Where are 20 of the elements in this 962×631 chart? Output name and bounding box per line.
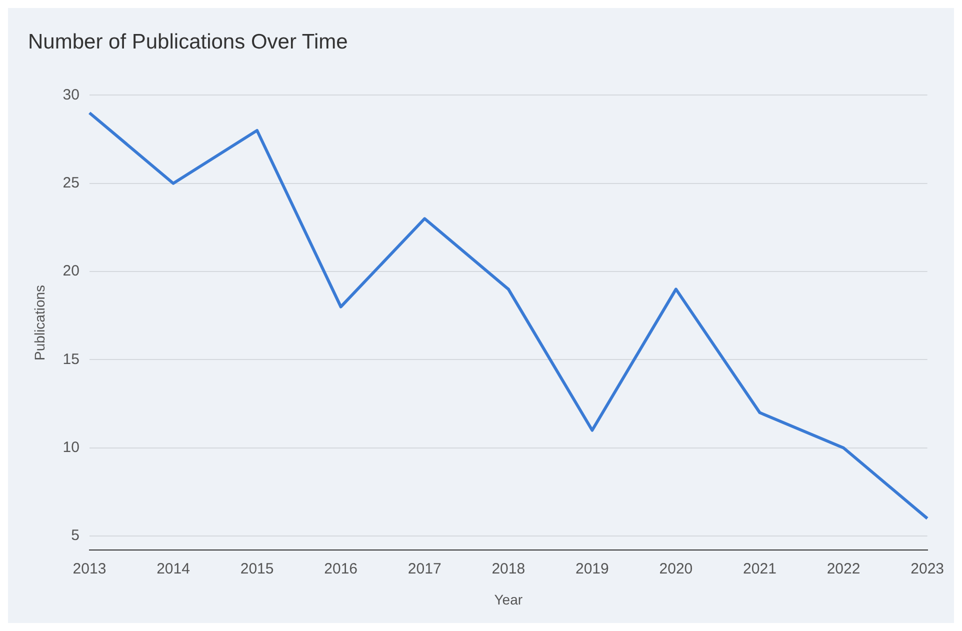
x-axis-title: Year [494, 591, 523, 608]
y-tick-label: 5 [71, 527, 80, 544]
x-tick-label: 2018 [492, 560, 526, 578]
y-axis-title: Publications [31, 284, 48, 360]
y-tick-label: 10 [62, 439, 80, 456]
y-tick-label: 15 [62, 350, 80, 368]
chart-title: Number of Publications Over Time [28, 30, 348, 54]
x-tick-label: 2020 [659, 560, 693, 578]
y-tick-label: 20 [62, 262, 80, 280]
x-tick-label: 2019 [575, 560, 609, 578]
x-tick-label: 2013 [72, 560, 106, 578]
y-tick-label: 25 [62, 174, 80, 192]
x-tick-label: 2014 [156, 560, 190, 578]
x-tick-label: 2021 [743, 560, 776, 578]
x-tick-label: 2015 [240, 560, 274, 578]
y-tick-label: 30 [62, 86, 80, 104]
x-tick-label: 2017 [408, 560, 442, 578]
x-tick-label: 2023 [910, 560, 944, 578]
x-tick-label: 2022 [826, 560, 860, 578]
x-tick-label: 2016 [324, 560, 358, 578]
